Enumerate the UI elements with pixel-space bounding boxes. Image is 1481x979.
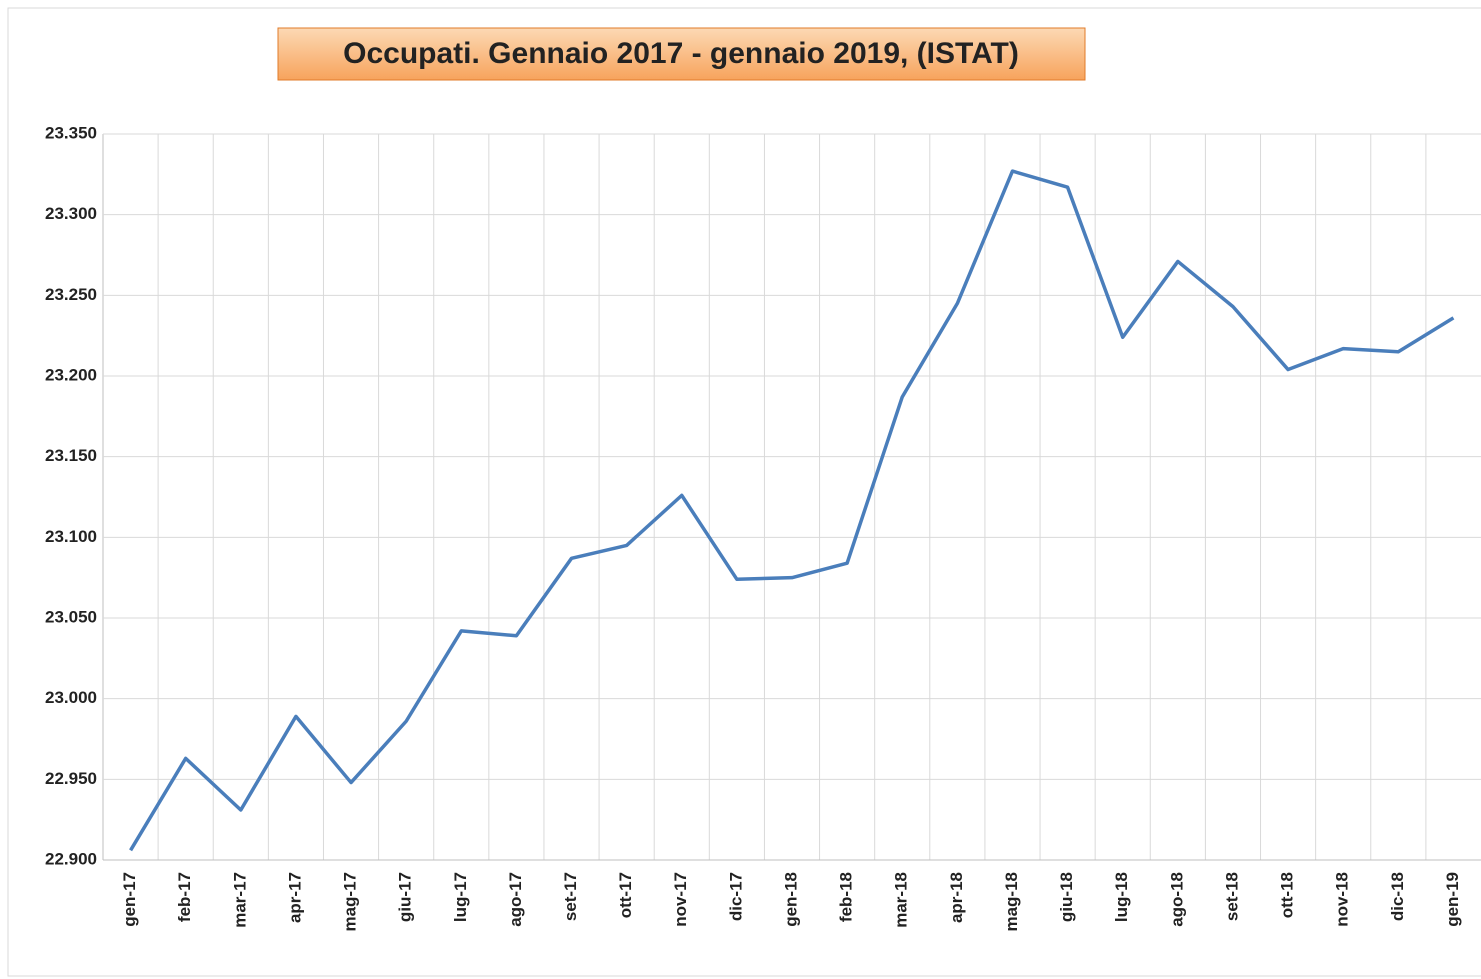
x-tick-label: set-17: [561, 872, 580, 921]
x-tick-label: gen-19: [1443, 872, 1462, 927]
x-tick-label: mar-18: [892, 872, 911, 928]
x-tick-label: gen-17: [120, 872, 139, 927]
x-tick-label: lug-17: [451, 872, 470, 922]
x-tick-label: giu-17: [396, 872, 415, 922]
y-tick-label: 23.300: [45, 204, 97, 223]
x-tick-label: gen-18: [781, 872, 800, 927]
line-series: [129, 169, 1455, 852]
x-tick-label: nov-17: [671, 872, 690, 927]
x-tick-label: apr-18: [947, 872, 966, 923]
y-tick-label: 23.150: [45, 446, 97, 465]
y-tick-label: 23.100: [45, 527, 97, 546]
chart-border: [7, 7, 1481, 977]
x-tick-label: mag-18: [1002, 872, 1021, 932]
y-tick-label: 22.900: [45, 849, 97, 868]
chart-title: Occupati. Gennaio 2017 - gennaio 2019, (…: [343, 37, 1019, 70]
x-tick-label: apr-17: [285, 872, 304, 923]
x-tick-label: dic-18: [1388, 872, 1407, 921]
x-tick-label: lug-18: [1112, 872, 1131, 922]
x-tick-label: ott-18: [1278, 872, 1297, 918]
x-tick-label: dic-17: [726, 872, 745, 921]
x-tick-label: giu-18: [1057, 872, 1076, 922]
x-tick-label: feb-17: [175, 872, 194, 922]
y-tick-label: 23.000: [45, 688, 97, 707]
x-tick-label: ott-17: [616, 872, 635, 918]
x-tick-label: mag-17: [341, 872, 360, 932]
title-box: [277, 27, 1086, 81]
y-tick-label: 22.950: [45, 769, 97, 788]
y-tick-label: 23.050: [45, 607, 97, 626]
x-tick-label: set-18: [1222, 872, 1241, 921]
x-tick-label: feb-18: [837, 872, 856, 922]
y-tick-label: 23.200: [45, 365, 97, 384]
x-tick-label: ago-17: [506, 872, 525, 927]
x-tick-label: nov-18: [1333, 872, 1352, 927]
y-tick-label: 23.250: [45, 285, 97, 304]
x-tick-label: mar-17: [230, 872, 249, 928]
x-tick-label: ago-18: [1167, 872, 1186, 927]
y-tick-label: 23.350: [45, 123, 97, 142]
